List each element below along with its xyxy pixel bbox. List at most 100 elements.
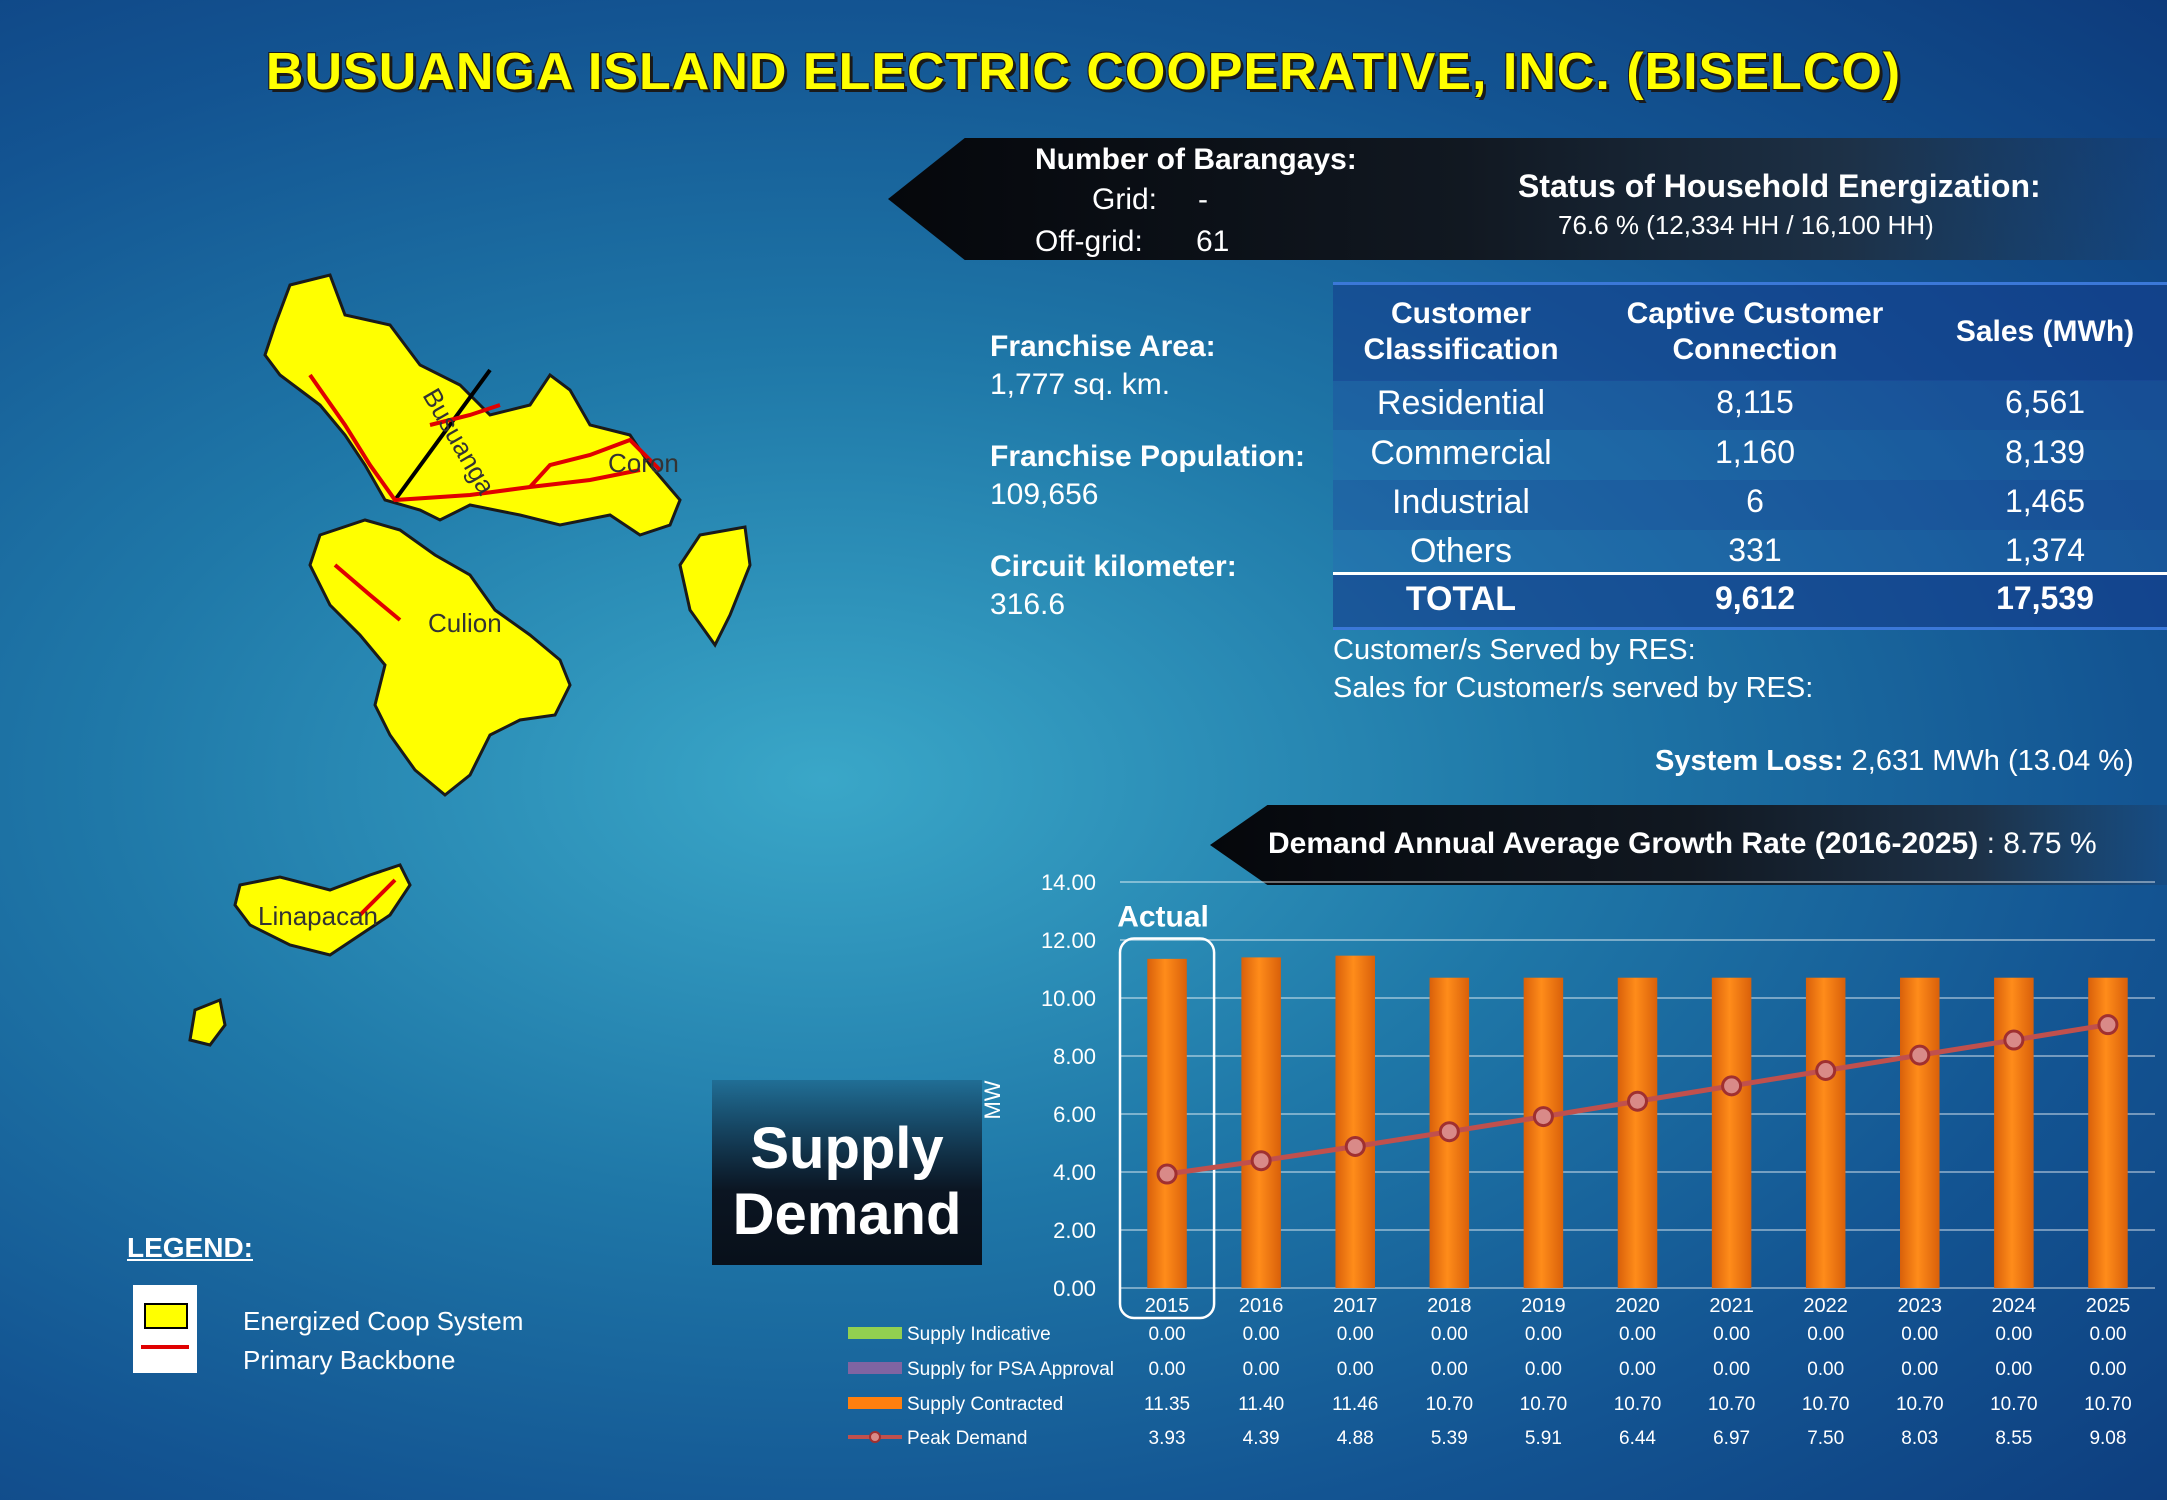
table-total-row <box>1333 572 2167 630</box>
data-label: 5.39 <box>1431 1428 1468 1449</box>
backbone-line <box>429 403 501 427</box>
backbone-line <box>358 878 397 917</box>
offgrid-value: 61 <box>1196 225 1230 258</box>
circuit-label: Circuit kilometer: <box>990 550 1237 583</box>
peak-demand-point <box>2097 1014 2119 1036</box>
growth-ribbon <box>1210 805 2167 885</box>
data-label: 0.00 <box>1337 1359 1374 1380</box>
peak-demand-point <box>1627 1090 1648 1112</box>
table-header-band <box>1333 282 2167 381</box>
growth-label: Demand Annual Average Growth Rate (2016-… <box>1268 827 1979 860</box>
data-label: 10.70 <box>1426 1394 1474 1415</box>
map-label-coron: Coron <box>608 448 679 478</box>
row-commercial-conn: 1,160 <box>1714 434 1796 470</box>
data-label: 10.70 <box>1896 1394 1944 1415</box>
data-label: 4.39 <box>1243 1428 1280 1449</box>
data-label: 0.00 <box>1807 1324 1844 1345</box>
system-loss-label: System Loss: <box>1655 745 1844 777</box>
legend-swatch <box>133 1285 197 1373</box>
series-name: Supply for PSA Approval <box>907 1359 1114 1380</box>
culion-island <box>308 518 572 797</box>
legend-key-marker <box>869 1431 881 1443</box>
data-label: 0.00 <box>1431 1359 1468 1380</box>
x-tick-label: 2016 <box>1239 1295 1284 1317</box>
data-label: 11.46 <box>1332 1394 1378 1415</box>
data-label: 0.00 <box>1243 1359 1280 1380</box>
data-label: 0.00 <box>1901 1324 1938 1345</box>
data-label: 0.00 <box>1995 1359 2032 1380</box>
row-commercial-sales: 8,139 <box>2004 434 2086 470</box>
data-label: 11.40 <box>1238 1394 1284 1415</box>
row-industrial-cls: Industrial <box>1392 483 1530 521</box>
y-tick-label: 12.00 <box>1041 928 1096 953</box>
bar-supply-contracted <box>1523 977 1564 1288</box>
y-tick-label: 0.00 <box>1053 1276 1096 1301</box>
data-label: 10.70 <box>1708 1394 1756 1415</box>
data-label: 8.55 <box>1995 1428 2032 1449</box>
total-sales: 17,539 <box>1996 580 2094 616</box>
system-loss: System Loss: 2,631 MWh (13.04 %) <box>1655 745 2134 778</box>
actual-highlight-box <box>1118 937 1216 1320</box>
east-island <box>678 525 752 648</box>
res-served: Customer/s Served by RES: <box>1333 634 1696 666</box>
data-label: 4.88 <box>1337 1428 1374 1449</box>
island-map: Busuanga Coron Culion Linapacan <box>188 273 752 1047</box>
data-label: 0.00 <box>1431 1324 1468 1345</box>
data-label: 11.35 <box>1144 1394 1190 1415</box>
peak-demand-point <box>1344 1135 1366 1157</box>
grid-value: - <box>1198 183 1208 216</box>
peak-demand-point <box>1815 1060 1837 1081</box>
franchise-pop-value: 109,656 <box>990 478 1099 511</box>
data-label: 7.50 <box>1807 1428 1844 1449</box>
barangays-heading: Number of Barangays: <box>1035 143 1357 176</box>
peak-demand-point <box>1532 1106 1554 1128</box>
legend-key-swatch <box>848 1327 902 1339</box>
legend-key-swatch <box>848 1397 902 1409</box>
total-cls: TOTAL <box>1405 580 1517 618</box>
peak-demand-point <box>1250 1150 1272 1172</box>
header-connection: Captive Customer Connection <box>1626 297 1884 366</box>
bar-supply-contracted <box>1994 977 2034 1288</box>
x-tick-label: 2020 <box>1615 1295 1660 1317</box>
data-label: 0.00 <box>1619 1324 1656 1345</box>
x-tick-label: 2018 <box>1427 1295 1472 1317</box>
bar-supply-contracted <box>1241 957 1281 1288</box>
energization-value: 76.6 % (12,334 HH / 16,100 HH) <box>1558 210 1934 240</box>
table-row <box>1333 380 2167 430</box>
y-tick-label: 2.00 <box>1053 1218 1096 1243</box>
x-tick-label: 2023 <box>1898 1295 1943 1317</box>
x-tick-label: 2021 <box>1709 1295 1754 1317</box>
x-tick-label: 2017 <box>1333 1295 1378 1317</box>
circuit-value: 316.6 <box>990 588 1066 621</box>
table-row <box>1333 430 2167 480</box>
data-label: 10.70 <box>1802 1394 1850 1415</box>
y-axis-label: MW <box>980 1080 1005 1119</box>
map-label-linapacan: Linapacan <box>258 901 378 931</box>
x-tick-label: 2022 <box>1803 1295 1848 1317</box>
x-tick-label: 2015 <box>1145 1295 1190 1317</box>
y-tick-label: 8.00 <box>1053 1044 1096 1069</box>
data-label: 0.00 <box>1807 1359 1844 1380</box>
data-label: 9.08 <box>2089 1428 2126 1449</box>
row-industrial-conn: 6 <box>1746 483 1764 519</box>
table-row <box>1333 530 2167 580</box>
legend-coop-swatch <box>144 1303 188 1329</box>
data-label: 10.70 <box>1520 1394 1568 1415</box>
data-label: 0.00 <box>2089 1359 2126 1380</box>
y-tick-label: 14.00 <box>1041 870 1096 895</box>
municipal-boundary <box>393 368 492 502</box>
table-row <box>1333 480 2167 530</box>
data-label: 0.00 <box>1525 1359 1562 1380</box>
supply-demand-line2: Demand <box>732 1182 962 1247</box>
row-others-sales: 1,374 <box>2004 532 2086 568</box>
total-conn: 9,612 <box>1714 580 1796 616</box>
south-islet <box>188 997 227 1047</box>
legend-key-swatch <box>848 1362 902 1374</box>
legend-item-backbone: Primary Backbone <box>243 1345 456 1375</box>
data-label: 8.03 <box>1901 1428 1938 1449</box>
linapacan-island <box>233 863 412 957</box>
data-label: 6.44 <box>1619 1428 1656 1449</box>
legend-backbone-swatch <box>141 1345 189 1349</box>
data-label: 0.00 <box>1243 1324 1280 1345</box>
